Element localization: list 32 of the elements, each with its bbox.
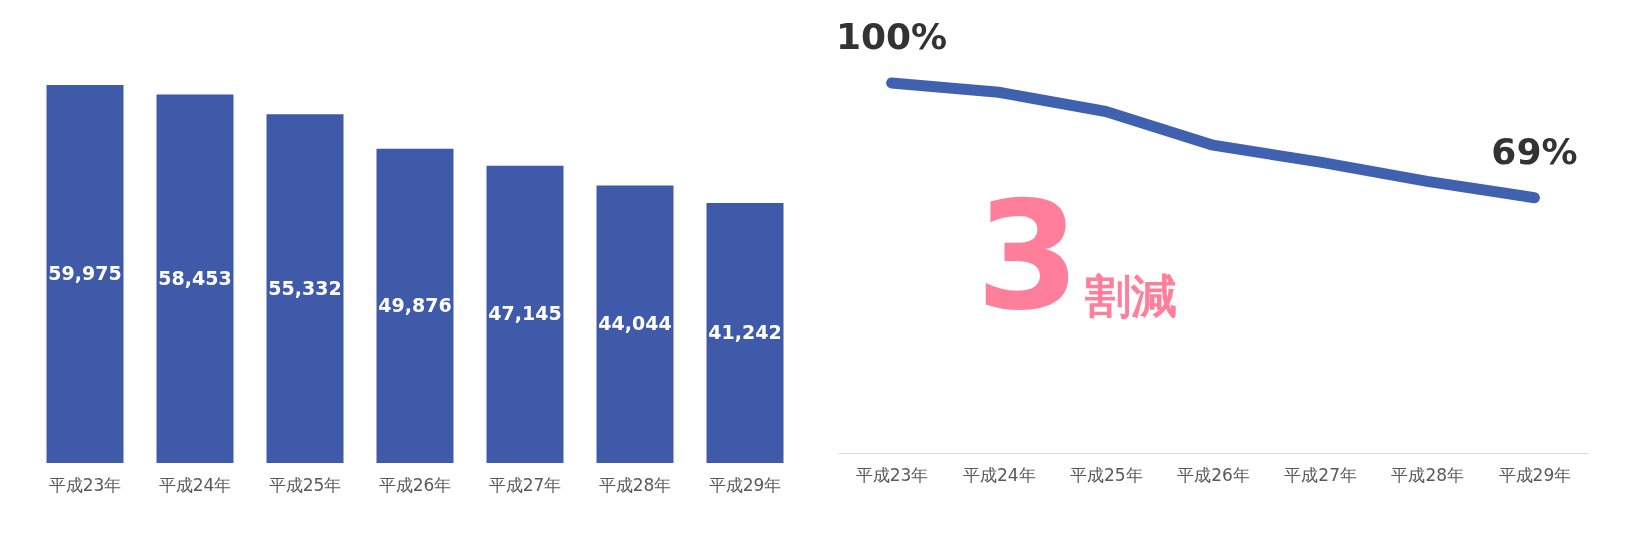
x-tick-label: 平成26年 [1177, 464, 1250, 485]
bar [376, 148, 454, 463]
bar [156, 94, 234, 463]
bar [706, 203, 784, 463]
data-label: 47,145 [488, 302, 562, 325]
x-tick-label: 平成24年 [962, 464, 1036, 485]
text: 割減 [1085, 269, 1177, 323]
x-tick-label: 平成29年 [708, 474, 782, 495]
x-tick-label: 平成25年 [268, 474, 342, 495]
bar [486, 165, 564, 463]
data-label: 49,876 [378, 293, 452, 316]
data-label: 59,975 [48, 262, 122, 284]
annotation: 3 [975, 169, 1081, 343]
data-label: 69% [1491, 130, 1578, 172]
x-tick-label: 平成25年 [1070, 464, 1143, 485]
data-label: 55,332 [268, 276, 342, 299]
x-tick-label: 平成27年 [488, 474, 562, 495]
x-tick-label: 平成28年 [1391, 464, 1465, 485]
x-tick-label: 平成28年 [598, 474, 672, 495]
x-tick-label: 平成23年 [48, 474, 122, 495]
x-tick-label: 平成23年 [855, 464, 929, 485]
data-label: 58,453 [158, 266, 232, 289]
bar [266, 114, 344, 463]
x-tick-label: 平成24年 [158, 474, 232, 495]
data-label: 44,044 [598, 312, 672, 335]
bar [596, 185, 674, 463]
bar [46, 85, 124, 463]
x-tick-label: 平成27年 [1284, 464, 1357, 485]
data-label: 100% [835, 16, 948, 57]
data-label: 41,242 [708, 321, 782, 344]
x-tick-label: 平成26年 [378, 474, 452, 495]
x-tick-label: 平成29年 [1498, 464, 1572, 485]
